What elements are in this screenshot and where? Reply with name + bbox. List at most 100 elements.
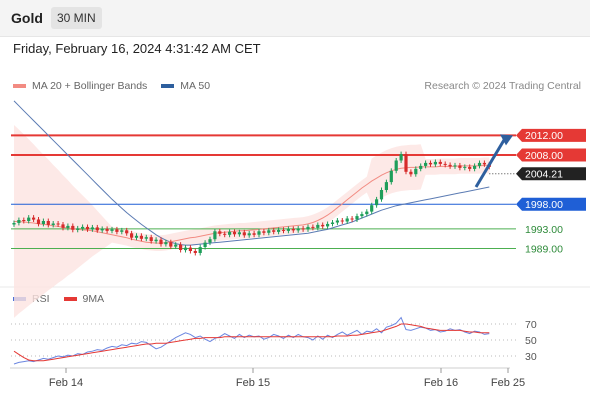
candle-body (154, 239, 158, 242)
chart-datetime: Friday, February 16, 2024 4:31:42 AM CET (13, 41, 261, 56)
current-price-tag-bg (516, 167, 586, 181)
candle-body (144, 237, 148, 239)
level-tag-1998-bg (516, 197, 586, 211)
candle-body (208, 239, 212, 243)
candle-body (463, 166, 467, 168)
level-tag-1998: 1998.00 (525, 199, 563, 211)
projection-arrow-head (500, 134, 513, 146)
candle-body (85, 226, 90, 230)
candle-body (232, 231, 237, 235)
candle-body (61, 224, 65, 228)
candle-body (125, 230, 129, 234)
candle-body (120, 230, 124, 232)
candle-body (375, 199, 379, 206)
candle-body (51, 223, 55, 225)
candle-body (286, 228, 290, 231)
candle-body (100, 228, 104, 231)
level-tag-2012-bg (516, 128, 586, 142)
candle-body (389, 170, 393, 183)
candle-body (355, 216, 359, 220)
candle-body (350, 218, 354, 220)
candle-body (477, 162, 482, 166)
legend-swatch-ma50 (161, 84, 175, 88)
candle-body (159, 239, 163, 245)
candle-body (424, 162, 428, 166)
header-bar: Gold 30 MIN (0, 0, 590, 37)
projection-arrow-shaft (474, 137, 507, 188)
candle-body (203, 242, 207, 247)
candle-body (301, 228, 305, 230)
candle-body (22, 220, 26, 221)
candle-body (267, 230, 271, 233)
instrument-title: Gold (11, 10, 43, 26)
candle-body (105, 228, 109, 231)
candle-body (228, 231, 232, 235)
candle-body (90, 227, 94, 230)
candle-body (316, 224, 320, 228)
candle-body (188, 247, 192, 251)
legend-9ma-label: 9MA (82, 293, 105, 305)
candle-body (169, 242, 173, 247)
candle-body (482, 162, 486, 165)
candle-body (453, 165, 457, 167)
legend-ma20-label: MA 20 + Bollinger Bands (32, 80, 148, 92)
candle-body (17, 220, 21, 223)
candle-body (36, 219, 41, 224)
candle-body (223, 233, 227, 235)
candle-body (149, 237, 153, 242)
rsi-level-label: 70 (525, 319, 537, 331)
candle-body (399, 154, 403, 161)
level-tag-2008-bg (516, 148, 586, 162)
candle-body (198, 247, 202, 253)
candle-body (458, 165, 462, 168)
candle-body (379, 190, 384, 200)
level-tag-2012: 2012.00 (525, 130, 563, 142)
ma50-line (13, 100, 490, 246)
candle-body (428, 162, 433, 165)
candle-body (281, 229, 286, 231)
candle-body (174, 244, 178, 247)
x-tick-label: Feb 14 (49, 377, 83, 389)
candle-body (262, 231, 266, 233)
candle-body (76, 228, 80, 230)
candle-body (340, 220, 344, 222)
current-price-tag: 2004.21 (525, 169, 563, 181)
candle-body (237, 232, 241, 235)
candle-body (32, 217, 36, 220)
candle-body (365, 211, 369, 215)
candle-body (335, 220, 339, 223)
candle-body (27, 217, 31, 221)
candle-body (345, 218, 349, 222)
candle-body (95, 227, 99, 231)
candle-body (321, 224, 325, 227)
candle-body (419, 165, 423, 169)
bollinger-band-area (14, 125, 490, 318)
candle-body (394, 160, 398, 171)
ma20-line (14, 164, 490, 244)
candle-body (134, 235, 139, 238)
candle-body (12, 223, 16, 225)
legend-ma50-label: MA 50 (180, 80, 211, 92)
x-tick-label: Feb 16 (424, 377, 458, 389)
legend-swatch-ma20 (13, 84, 26, 88)
candle-body (242, 232, 246, 236)
candle-body (218, 231, 222, 234)
candle-body (252, 233, 256, 235)
candle-body (473, 165, 477, 169)
price-legend: MA 20 + Bollinger Bands MA 50 (13, 80, 210, 92)
candle-body (71, 225, 75, 230)
candle-body (139, 235, 143, 239)
candle-body (247, 233, 251, 236)
candle-body (179, 244, 183, 250)
level-label-1993.00: 1993.00 (525, 224, 563, 236)
candle-body (46, 221, 50, 225)
candle-body (291, 228, 295, 231)
candle-body (404, 154, 408, 172)
level-tag-2008: 2008.00 (525, 150, 563, 162)
candle-body (164, 242, 168, 245)
timeframe-badge[interactable]: 30 MIN (51, 7, 102, 29)
candle-body (66, 225, 70, 228)
legend-swatch-9ma (63, 297, 77, 301)
candle-body (193, 251, 197, 253)
